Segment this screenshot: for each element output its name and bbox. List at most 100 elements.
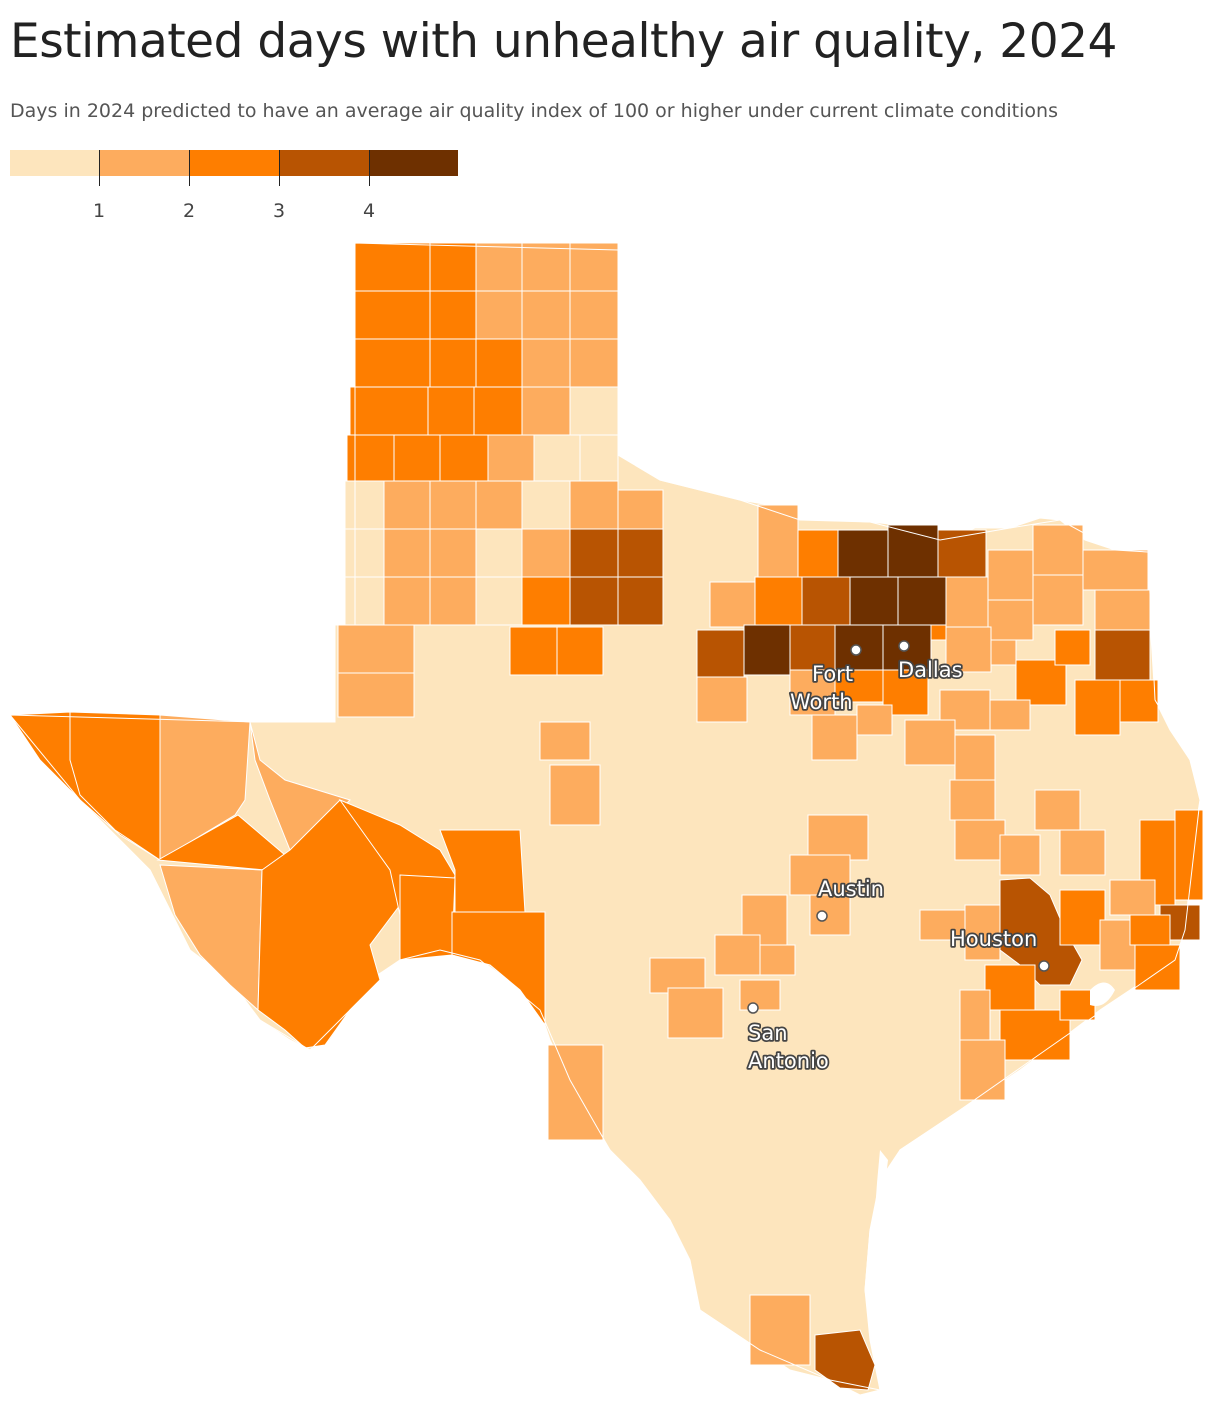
county-terrell (399, 874, 456, 961)
county (999, 834, 1041, 876)
county (999, 1009, 1071, 1061)
county (337, 672, 415, 718)
fort-worth-marker (850, 644, 862, 656)
county (1094, 589, 1151, 631)
county (1059, 889, 1106, 946)
county-panhandle-0-0 (354, 242, 431, 292)
county-panhandle-5-0 (344, 480, 385, 530)
county (1032, 574, 1084, 626)
county (887, 524, 939, 578)
county (987, 549, 1034, 601)
county (984, 964, 1036, 1011)
legend-swatch-4 (369, 150, 458, 176)
county (1094, 629, 1151, 681)
county (811, 714, 858, 761)
county-panhandle-6-2 (429, 528, 477, 578)
county-panhandle-5-2 (429, 480, 477, 530)
county-panhandle-1-3 (521, 290, 571, 340)
legend-label-4: 4 (362, 200, 376, 222)
county (849, 576, 899, 626)
san-antonio-label-2: Antonio (748, 1049, 829, 1073)
county-panhandle-6-5 (569, 528, 619, 578)
county (834, 669, 884, 703)
county-panhandle-5-3 (475, 480, 523, 530)
county (1082, 549, 1149, 591)
county (549, 764, 601, 826)
county (904, 719, 956, 766)
county (1059, 989, 1096, 1021)
county (667, 987, 724, 1039)
dallas-marker (898, 640, 910, 652)
county-panhandle-1-2 (475, 290, 523, 340)
county (930, 624, 947, 641)
county (1109, 879, 1156, 916)
county-panhandle-0-3 (521, 242, 571, 292)
color-legend (10, 150, 460, 226)
county-pan-e2 (617, 576, 664, 626)
county (809, 894, 851, 936)
county-panhandle-6-0 (344, 528, 385, 578)
county (509, 626, 558, 676)
county (837, 529, 889, 578)
county-panhandle-6-1 (383, 528, 431, 578)
county (1032, 524, 1084, 576)
county-panhandle-7-2 (429, 576, 477, 626)
county (856, 704, 893, 736)
county-culberson (159, 714, 251, 861)
county (897, 576, 947, 626)
county (1174, 809, 1204, 901)
map-title: Estimated days with unhealthy air qualit… (10, 14, 1117, 69)
county-pan-e0 (617, 489, 664, 530)
county-panhandle-2-3 (521, 338, 571, 388)
fort-worth-label-2: Worth (790, 690, 853, 714)
legend-swatch-3 (279, 150, 369, 176)
city-markers (747, 640, 1050, 1014)
legend-tick-4 (369, 150, 370, 186)
county-hudspeth (69, 711, 161, 861)
county (649, 957, 706, 994)
county (1015, 659, 1067, 706)
county (696, 676, 748, 723)
legend-swatch-0 (10, 150, 99, 176)
legend-label-3: 3 (272, 200, 286, 222)
map-subtitle: Days in 2024 predicted to have an averag… (10, 100, 1058, 122)
county (547, 1044, 604, 1141)
county (954, 819, 1006, 861)
county-panhandle-7-1 (383, 576, 431, 626)
legend-swatch-1 (99, 150, 189, 176)
austin-marker (816, 910, 828, 922)
county-panhandle-1-0 (354, 290, 431, 340)
county-panhandle-2-1 (429, 338, 477, 388)
county-panhandle-2-0 (354, 338, 431, 388)
county-panhandle-4-0 (346, 434, 395, 482)
legend-label-1: 1 (92, 200, 106, 222)
county (789, 624, 836, 671)
county-panhandle-4-5 (579, 434, 619, 482)
county (801, 576, 851, 626)
county-panhandle-7-3 (475, 576, 523, 626)
county (919, 909, 966, 941)
county (1129, 914, 1171, 946)
county-panhandle-1-4 (569, 290, 619, 340)
county-val-verde (451, 911, 546, 1027)
county-panhandle-2-2 (475, 338, 523, 388)
dallas-label: Dallas (898, 658, 963, 682)
county-panhandle-5-1 (383, 480, 431, 530)
legend-tick-2 (189, 150, 190, 186)
county (739, 979, 781, 1011)
county (1099, 919, 1136, 971)
county (1034, 789, 1081, 831)
county (709, 581, 756, 628)
san-antonio-label: San (748, 1021, 788, 1045)
county (1059, 829, 1106, 876)
fort-worth-label: Fort (812, 662, 853, 686)
county (959, 1039, 1006, 1101)
county-panhandle-0-4 (569, 242, 619, 292)
county-panhandle-4-1 (393, 434, 441, 482)
county (754, 576, 803, 626)
county-presidio (159, 864, 263, 1012)
county (539, 721, 591, 761)
county-panhandle-6-3 (475, 528, 523, 578)
county-panhandle-7-5 (569, 576, 619, 626)
county-panhandle-5-5 (569, 480, 619, 530)
